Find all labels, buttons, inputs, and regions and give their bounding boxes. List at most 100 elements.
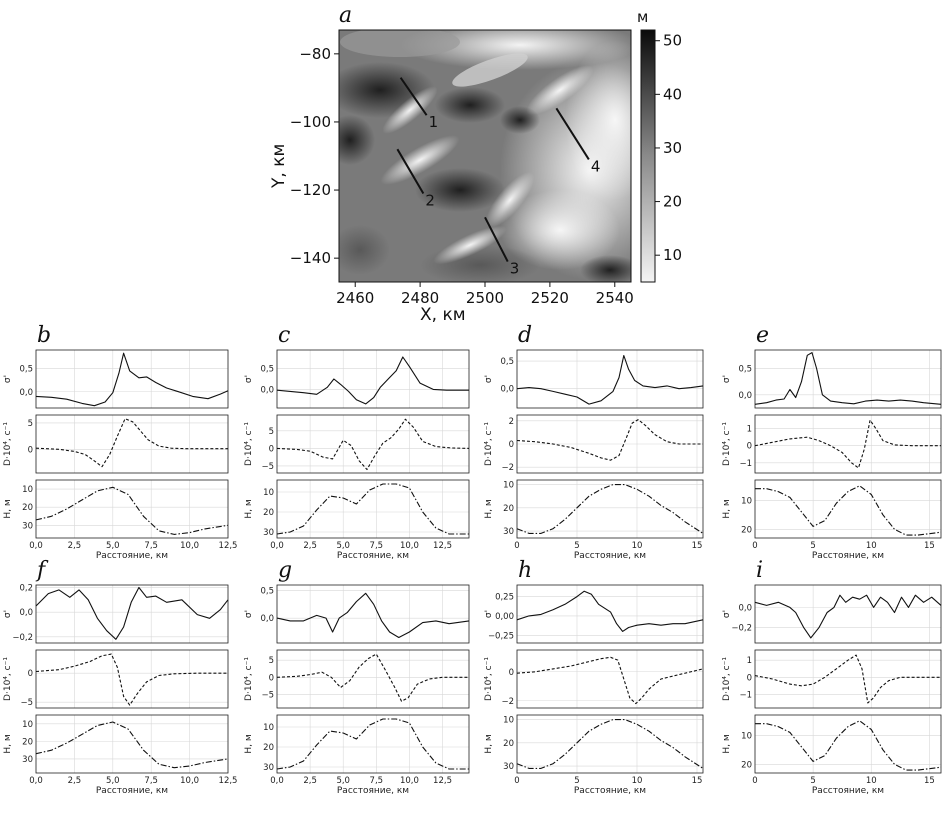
y-tick-label: 0 — [509, 668, 514, 678]
y-tick-label: −0,2 — [12, 633, 33, 643]
y-axis-label: D·10⁴, с⁻¹ — [3, 422, 13, 466]
subplot-f-1: 0,2 0,0 −0,2 σ' — [3, 583, 229, 644]
y-tick-label: 20 — [22, 737, 33, 747]
series-line — [35, 721, 229, 769]
y-tick-label: 0,00 — [495, 612, 514, 622]
x-tick-label: 15 — [692, 541, 703, 551]
x-tick-label: 5,0 — [106, 541, 120, 551]
series-line — [35, 653, 228, 706]
y-tick-label: 5 — [28, 419, 33, 429]
heatmap-y-tick-label: −140 — [290, 249, 331, 267]
x-tick-label: 5,0 — [106, 776, 120, 786]
series-line — [516, 719, 704, 769]
y-axis-label: σ' — [484, 610, 494, 618]
x-tick-label: 12,5 — [219, 541, 238, 551]
subplot-b-1: 0,5 0,0 σ' — [3, 349, 229, 409]
series-line — [276, 418, 470, 471]
y-tick-label: 20 — [503, 739, 514, 749]
y-tick-label: −5 — [261, 462, 274, 472]
subplot-g-1: 0,5 0,0 σ' — [244, 584, 470, 644]
y-tick-label: 0,0 — [260, 385, 274, 395]
heatmap-x-tick-label: 2500 — [466, 289, 504, 307]
y-axis-label: H, м — [3, 499, 13, 518]
x-axis-label: Расстояние, км — [337, 786, 409, 796]
y-tick-label: 30 — [503, 527, 514, 537]
subplot-h-1: 0,25 0,00 −0,25 σ' — [484, 584, 704, 644]
x-tick-label: 0,0 — [29, 541, 43, 551]
x-tick-label: 10 — [632, 776, 643, 786]
x-tick-label: 7,5 — [370, 776, 384, 786]
x-tick-label: 5 — [574, 776, 579, 786]
subplot-frame — [754, 584, 942, 644]
subplot-frame — [754, 349, 942, 409]
x-axis-label: Расстояние, км — [337, 551, 409, 561]
x-tick-label: 0 — [514, 776, 519, 786]
series-line — [276, 592, 470, 639]
colorbar-ticks: 10 20 30 40 50 — [655, 32, 682, 264]
panel-letter-a: a — [339, 3, 352, 28]
heatmap-y-tick-label: −100 — [290, 113, 331, 131]
y-axis-label: D·10⁴, с⁻¹ — [484, 657, 494, 701]
subplot-g-2: 5 0 −5 D·10⁴, с⁻¹ — [244, 649, 470, 709]
subplot-d-2: 2 0 −2 D·10⁴, с⁻¹ — [484, 414, 704, 474]
series-line — [276, 483, 469, 535]
series-line — [754, 352, 942, 405]
subplot-frame — [516, 479, 704, 539]
x-tick-label: 0,0 — [29, 776, 43, 786]
profile-panel-h: h 0,25 0,00 −0,25 σ' 0 −2 D·10⁴, с⁻¹ 10 20 30 H, м 0… — [484, 558, 704, 796]
x-tick-label: 12,5 — [433, 541, 452, 551]
y-tick-label: −1 — [739, 459, 752, 469]
subplot-frame — [35, 584, 229, 644]
x-tick-label: 2,5 — [303, 776, 317, 786]
y-tick-label: 2 — [509, 417, 514, 427]
panel-letter-b: b — [37, 323, 51, 348]
series-line — [35, 418, 228, 468]
colorbar-gradient — [640, 29, 656, 283]
series-line — [516, 656, 704, 705]
y-tick-label: 0,5 — [500, 357, 514, 367]
subplot-frame — [276, 584, 470, 644]
x-tick-label: 0 — [752, 541, 757, 551]
y-axis-label: σ' — [722, 610, 732, 618]
y-axis-label: σ' — [722, 375, 732, 383]
subplot-i-2: 1 0 −1 D·10⁴, с⁻¹ — [722, 649, 942, 709]
y-tick-label: 20 — [503, 504, 514, 514]
y-tick-label: 10 — [741, 731, 752, 741]
y-axis-label: H, м — [244, 499, 254, 518]
x-tick-label: 5 — [810, 776, 815, 786]
subplot-frame — [35, 714, 229, 774]
y-axis-label: D·10⁴, с⁻¹ — [244, 657, 254, 701]
y-axis-label: H, м — [244, 734, 254, 753]
y-tick-label: 0,2 — [19, 583, 33, 593]
heatmap-panel: 2460 2480 2500 2520 2540 −80 −100 −120 −140 1 2 3… — [269, 3, 682, 325]
x-tick-label: 7,5 — [144, 776, 158, 786]
y-axis-label: H, м — [484, 734, 494, 753]
subplot-frame — [35, 649, 229, 709]
y-axis-label: D·10⁴, с⁻¹ — [722, 657, 732, 701]
y-tick-label: 5 — [269, 656, 274, 666]
colorbar-tick-label: 20 — [663, 193, 682, 211]
x-axis-label: Расстояние, км — [574, 551, 646, 561]
y-axis-label: σ' — [244, 375, 254, 383]
y-tick-label: 30 — [22, 521, 33, 531]
subplot-frame — [276, 714, 470, 774]
x-tick-label: 10,0 — [180, 776, 199, 786]
x-tick-label: 12,5 — [219, 776, 238, 786]
y-axis-label: H, м — [484, 499, 494, 518]
heatmap-x-tick-label: 2540 — [596, 289, 634, 307]
series-line — [754, 594, 942, 639]
y-tick-label: 10 — [741, 496, 752, 506]
y-tick-label: 0 — [509, 440, 514, 450]
x-axis-label: Расстояние, км — [96, 786, 168, 796]
y-axis-label: D·10⁴, с⁻¹ — [484, 422, 494, 466]
subplot-e-3: 10 20 H, м 0 5 10 15 Расстояние, км — [722, 479, 942, 561]
y-tick-label: −5 — [261, 690, 274, 700]
y-axis-label: σ' — [3, 610, 13, 618]
subplot-h-2: 0 −2 D·10⁴, с⁻¹ — [484, 649, 704, 709]
y-tick-label: −0,25 — [488, 631, 514, 641]
series-line — [755, 720, 942, 771]
heatmap-x-tick-label: 2520 — [531, 289, 569, 307]
y-tick-label: 0,5 — [738, 364, 752, 374]
